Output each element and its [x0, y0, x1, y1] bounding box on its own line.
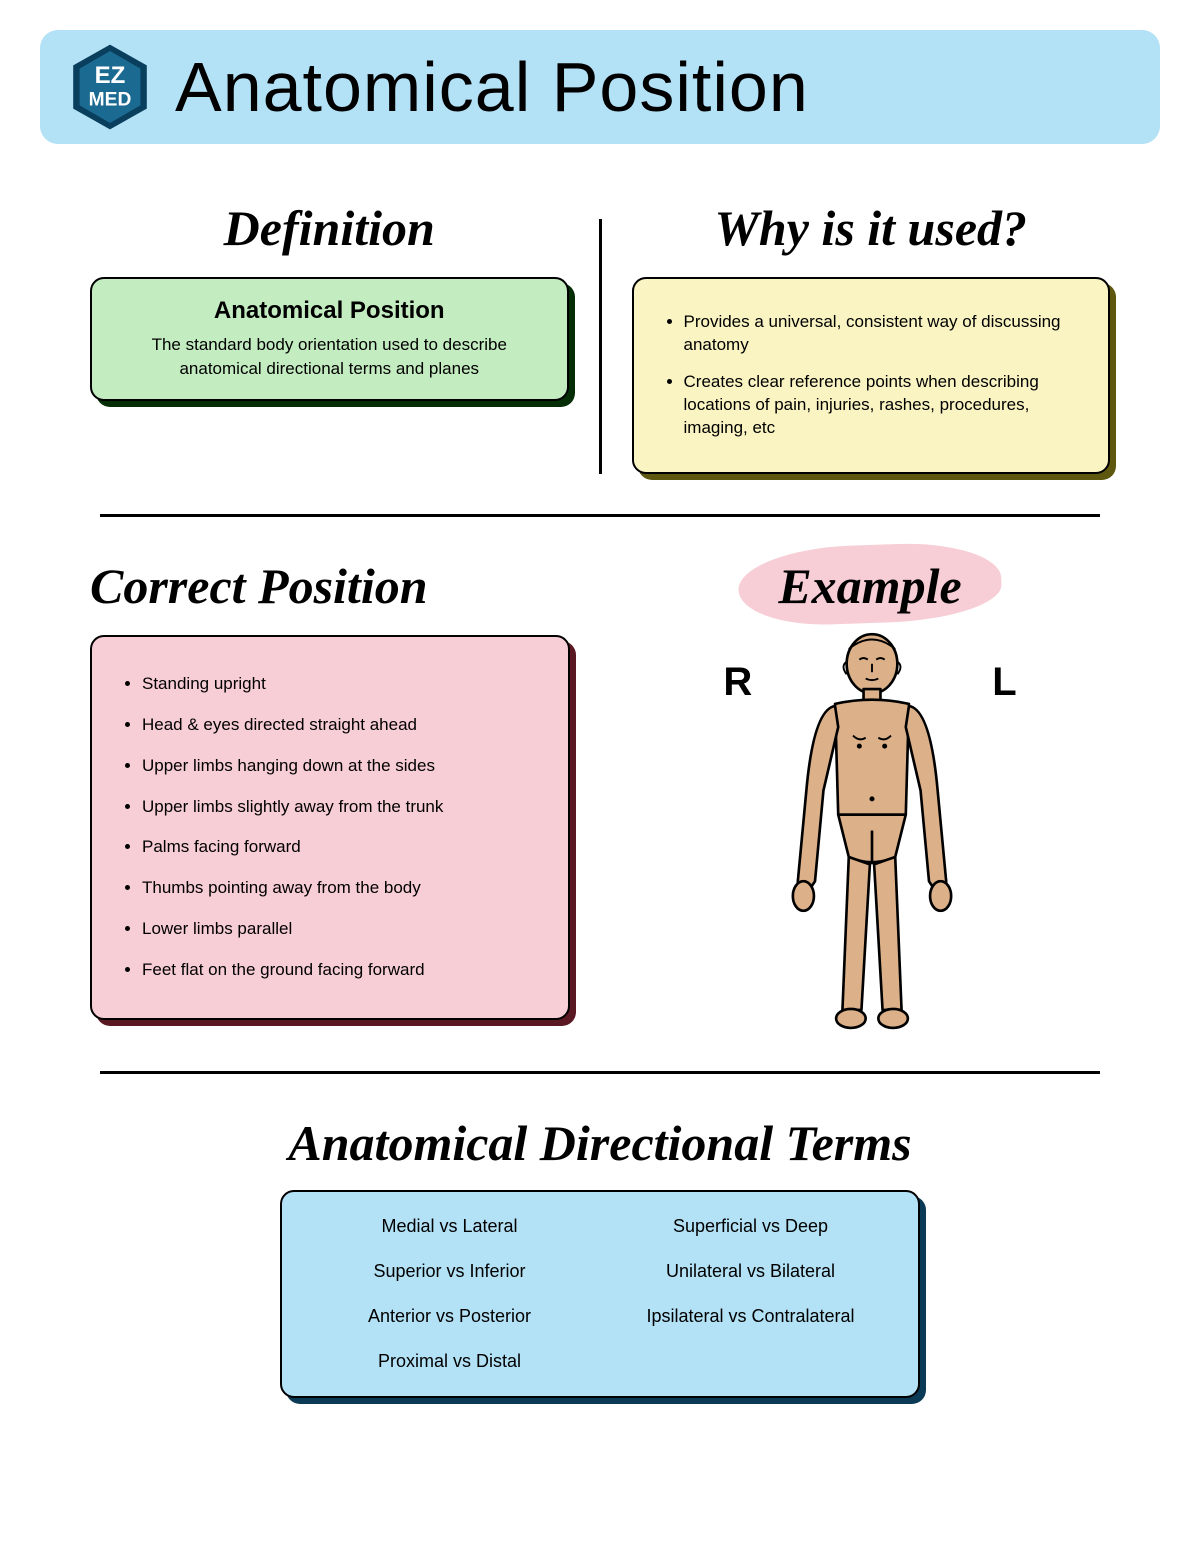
human-body-icon: [777, 630, 967, 1031]
list-item: Creates clear reference points when desc…: [684, 371, 1087, 440]
correct-bullet-list: Standing upright Head & eyes directed st…: [114, 673, 546, 983]
correct-heading: Correct Position: [90, 557, 570, 615]
list-item: Provides a universal, consistent way of …: [684, 311, 1087, 357]
row-definition-why: Definition Anatomical Position The stand…: [40, 199, 1160, 474]
list-item: Palms facing forward: [142, 836, 546, 859]
page-title: Anatomical Position: [175, 47, 809, 127]
term-pair: Proximal vs Distal: [314, 1351, 585, 1372]
definition-box: Anatomical Position The standard body or…: [90, 277, 569, 401]
term-pair: Superior vs Inferior: [314, 1261, 585, 1282]
directional-box: Medial vs Lateral Superficial vs Deep Su…: [280, 1190, 920, 1398]
horizontal-divider: [100, 514, 1100, 517]
list-item: Feet flat on the ground facing forward: [142, 959, 546, 982]
list-item: Thumbs pointing away from the body: [142, 877, 546, 900]
why-heading: Why is it used?: [632, 199, 1111, 257]
logo-line1: EZ: [95, 62, 126, 89]
definition-box-text: The standard body orientation used to de…: [114, 333, 545, 381]
directional-terms-grid: Medial vs Lateral Superficial vs Deep Su…: [304, 1210, 896, 1378]
example-heading-wrap: Example: [778, 557, 961, 615]
horizontal-divider: [100, 1071, 1100, 1074]
directional-heading: Anatomical Directional Terms: [40, 1114, 1160, 1172]
why-bullet-list: Provides a universal, consistent way of …: [656, 311, 1087, 440]
ezmed-logo: EZ MED: [70, 42, 150, 132]
term-pair: Anterior vs Posterior: [314, 1306, 585, 1327]
term-pair: Unilateral vs Bilateral: [615, 1261, 886, 1282]
list-item: Head & eyes directed straight ahead: [142, 714, 546, 737]
list-item: Lower limbs parallel: [142, 918, 546, 941]
term-pair: Superficial vs Deep: [615, 1216, 886, 1237]
list-item: Standing upright: [142, 673, 546, 696]
why-box: Provides a universal, consistent way of …: [632, 277, 1111, 474]
term-pair: Ipsilateral vs Contralateral: [615, 1306, 886, 1327]
term-pair: Medial vs Lateral: [314, 1216, 585, 1237]
row-correct-example: Correct Position Standing upright Head &…: [40, 557, 1160, 1031]
page-header: EZ MED Anatomical Position: [40, 30, 1160, 144]
logo-line2: MED: [89, 89, 132, 110]
definition-box-title: Anatomical Position: [114, 297, 545, 325]
left-label: L: [992, 660, 1016, 705]
definition-heading: Definition: [90, 199, 569, 257]
anatomical-figure: R: [630, 630, 1110, 1031]
list-item: Upper limbs hanging down at the sides: [142, 755, 546, 778]
correct-box: Standing upright Head & eyes directed st…: [90, 635, 570, 1021]
right-label: R: [723, 660, 752, 705]
example-heading: Example: [778, 557, 961, 615]
list-item: Upper limbs slightly away from the trunk: [142, 796, 546, 819]
